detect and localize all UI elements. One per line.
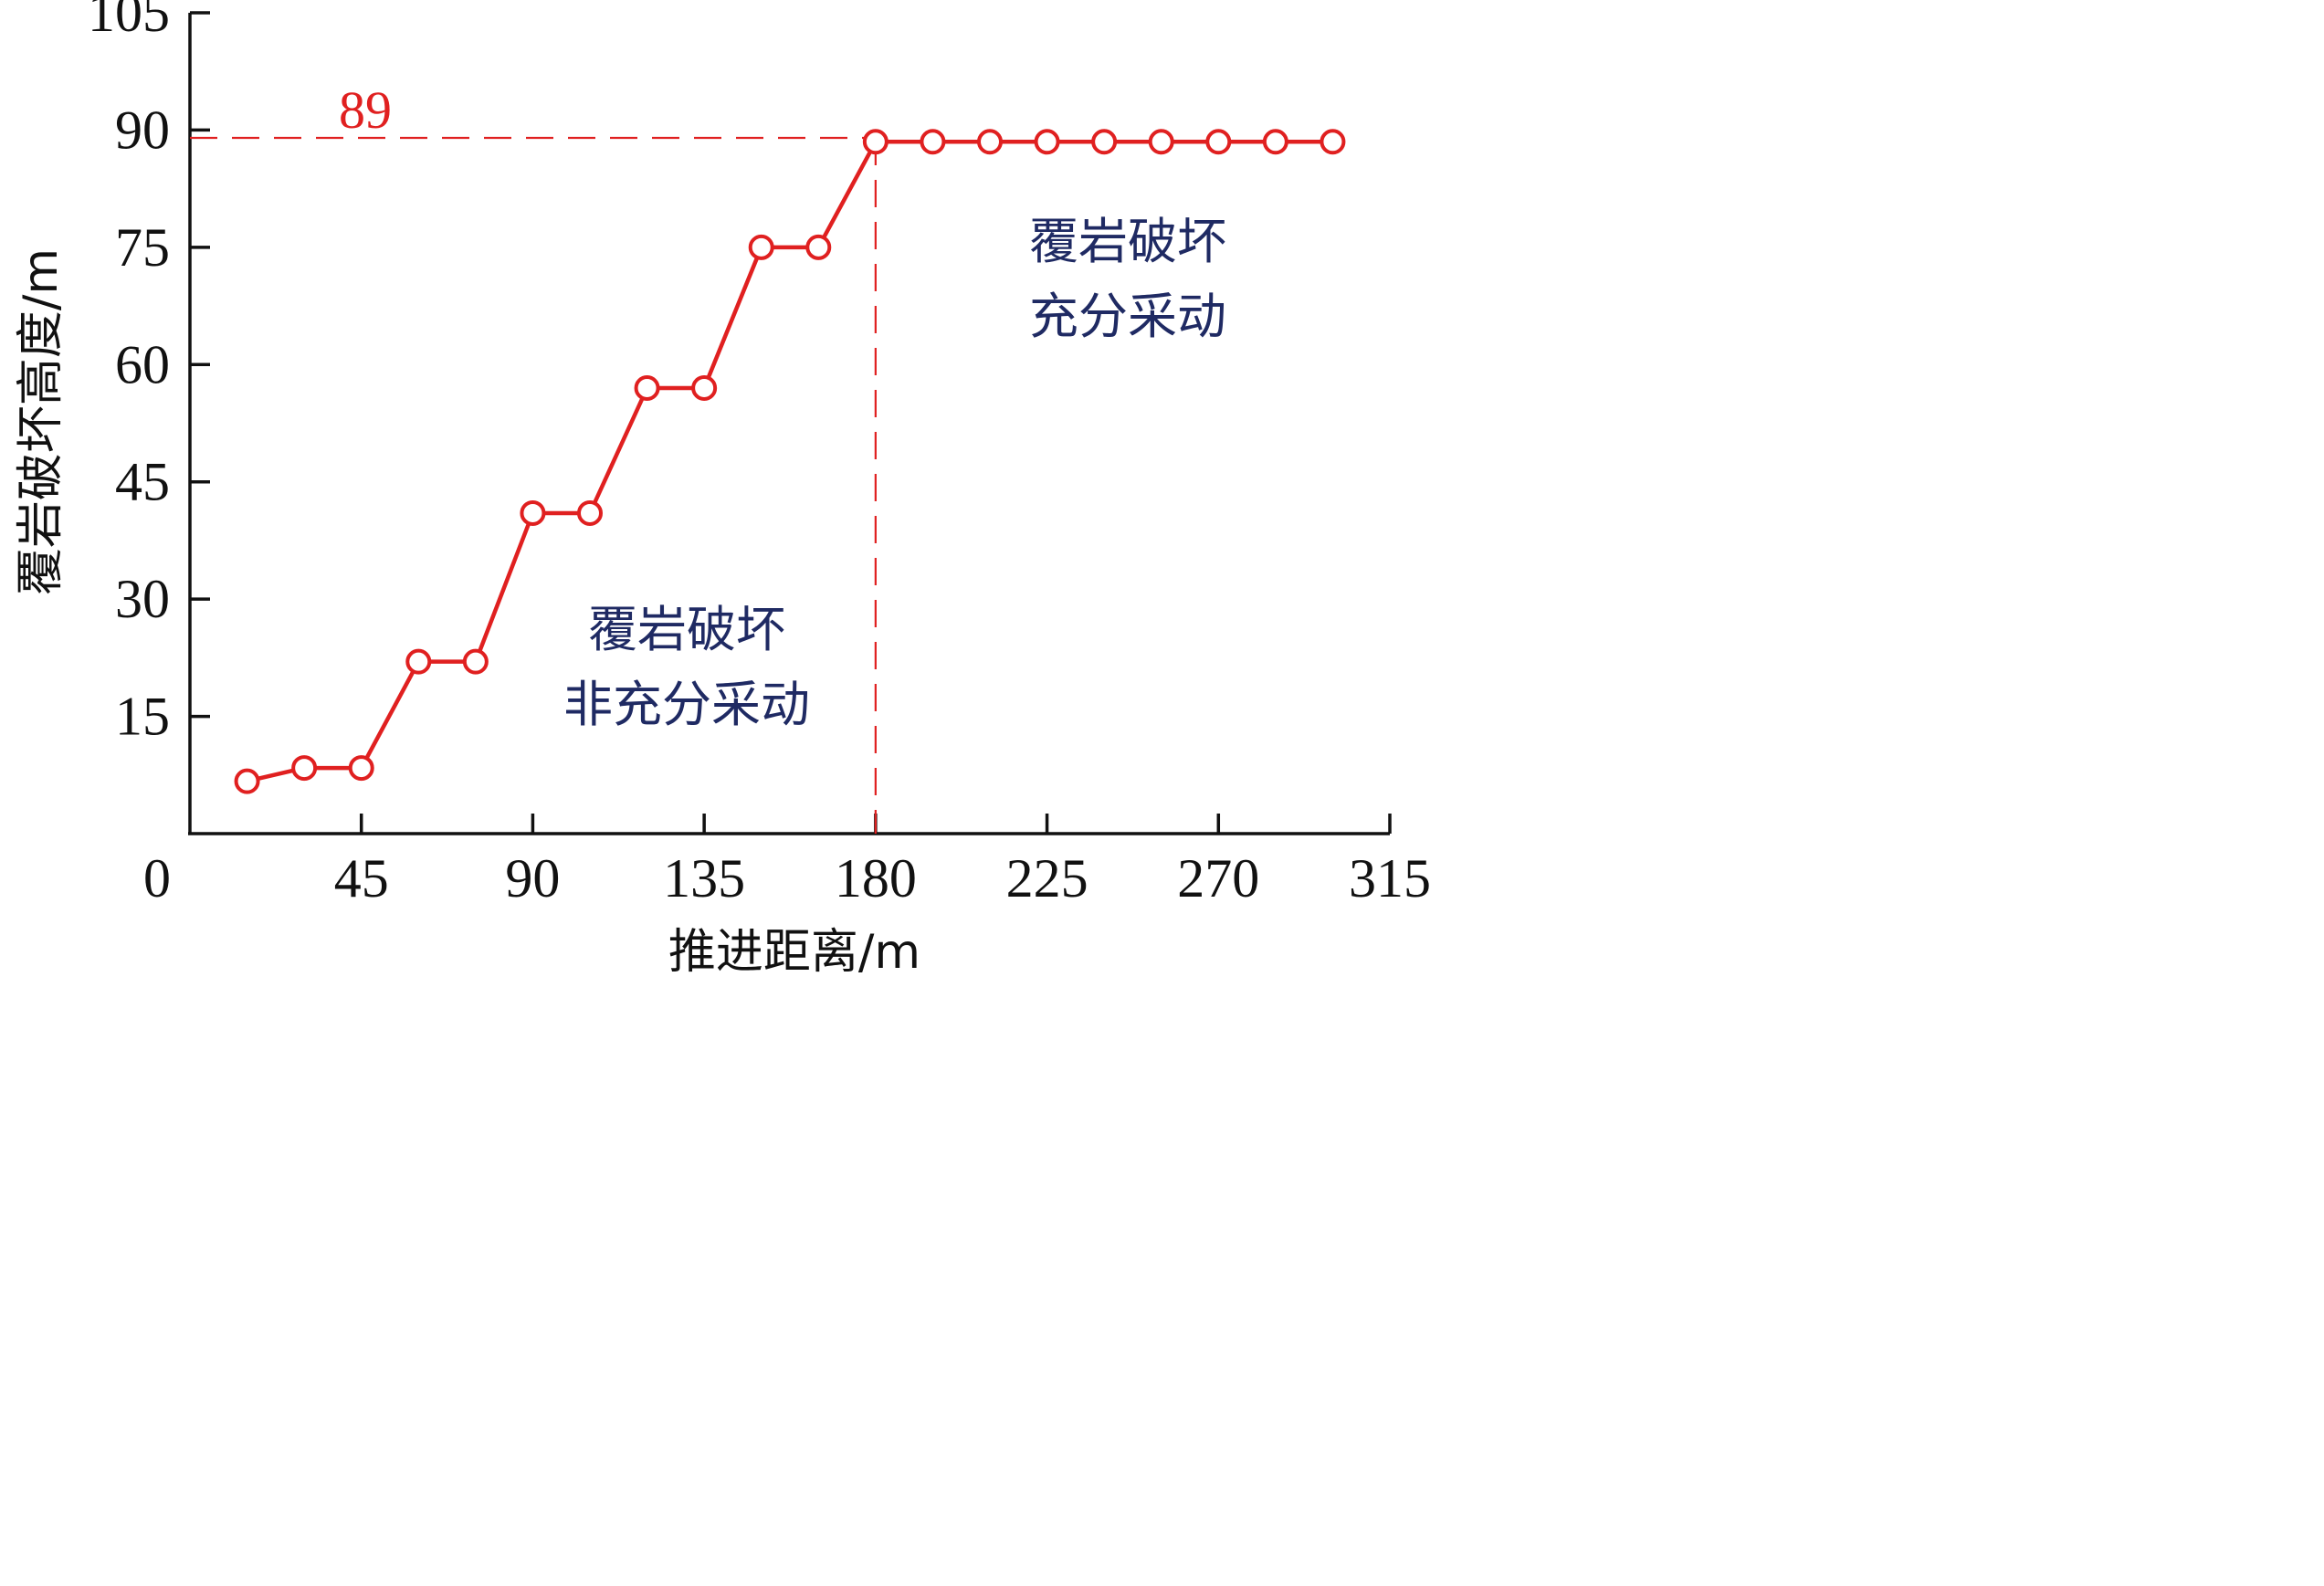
data-point	[291, 755, 318, 782]
data-point	[405, 648, 432, 675]
data-point	[1091, 129, 1118, 155]
x-tick-label: 135	[663, 848, 745, 909]
data-point	[462, 648, 489, 675]
data-point	[1148, 129, 1174, 155]
x-axis-title: 推进距离/m	[668, 925, 920, 978]
data-point	[348, 755, 374, 782]
x-tick-label: 180	[835, 848, 917, 909]
data-point	[691, 374, 718, 401]
data-point	[805, 234, 832, 260]
x-tick-label: 315	[1349, 848, 1431, 909]
x-axis-ticks: 0 45 90 135 180 225 270 315	[143, 814, 1431, 909]
y-tick-label: 45	[115, 452, 170, 512]
data-point	[1320, 129, 1346, 155]
y-tick-label: 15	[115, 687, 170, 747]
reference-lines	[190, 136, 877, 834]
x-tick-label: 270	[1177, 848, 1259, 909]
data-point	[977, 129, 1003, 155]
data-point	[520, 499, 546, 526]
x-tick-label: 225	[1006, 848, 1088, 909]
x-tick-label: 90	[505, 848, 560, 909]
data-point	[577, 499, 603, 526]
zone-label-full-line2: 充分采动	[1029, 288, 1226, 345]
y-tick-label: 75	[115, 217, 170, 278]
y-tick-label: 60	[115, 334, 170, 394]
y-axis-ticks: 15 30 45 60 75 90 105	[88, 0, 210, 747]
data-point	[748, 234, 774, 260]
axes	[188, 13, 1390, 835]
reference-value-label: 89	[339, 80, 392, 140]
data-point	[234, 768, 260, 794]
y-tick-label: 30	[115, 569, 170, 629]
series-group	[234, 129, 1346, 794]
data-point	[1034, 129, 1060, 155]
data-point	[1205, 129, 1232, 155]
y-tick-label: 90	[115, 100, 170, 160]
x-tick-label: 45	[334, 848, 389, 909]
y-axis-title: 覆岩破坏高度/m	[14, 248, 68, 595]
x-tick-label: 0	[143, 848, 171, 909]
data-point	[920, 129, 946, 155]
zone-label-full-line1: 覆岩破坏	[1029, 213, 1226, 270]
zone-label-partial-line2: 非充分采动	[563, 676, 810, 733]
data-point	[634, 374, 660, 401]
data-point	[1262, 129, 1288, 155]
y-tick-label: 105	[88, 0, 170, 43]
zone-label-partial-line1: 覆岩破坏	[588, 601, 785, 658]
data-point	[862, 129, 889, 155]
